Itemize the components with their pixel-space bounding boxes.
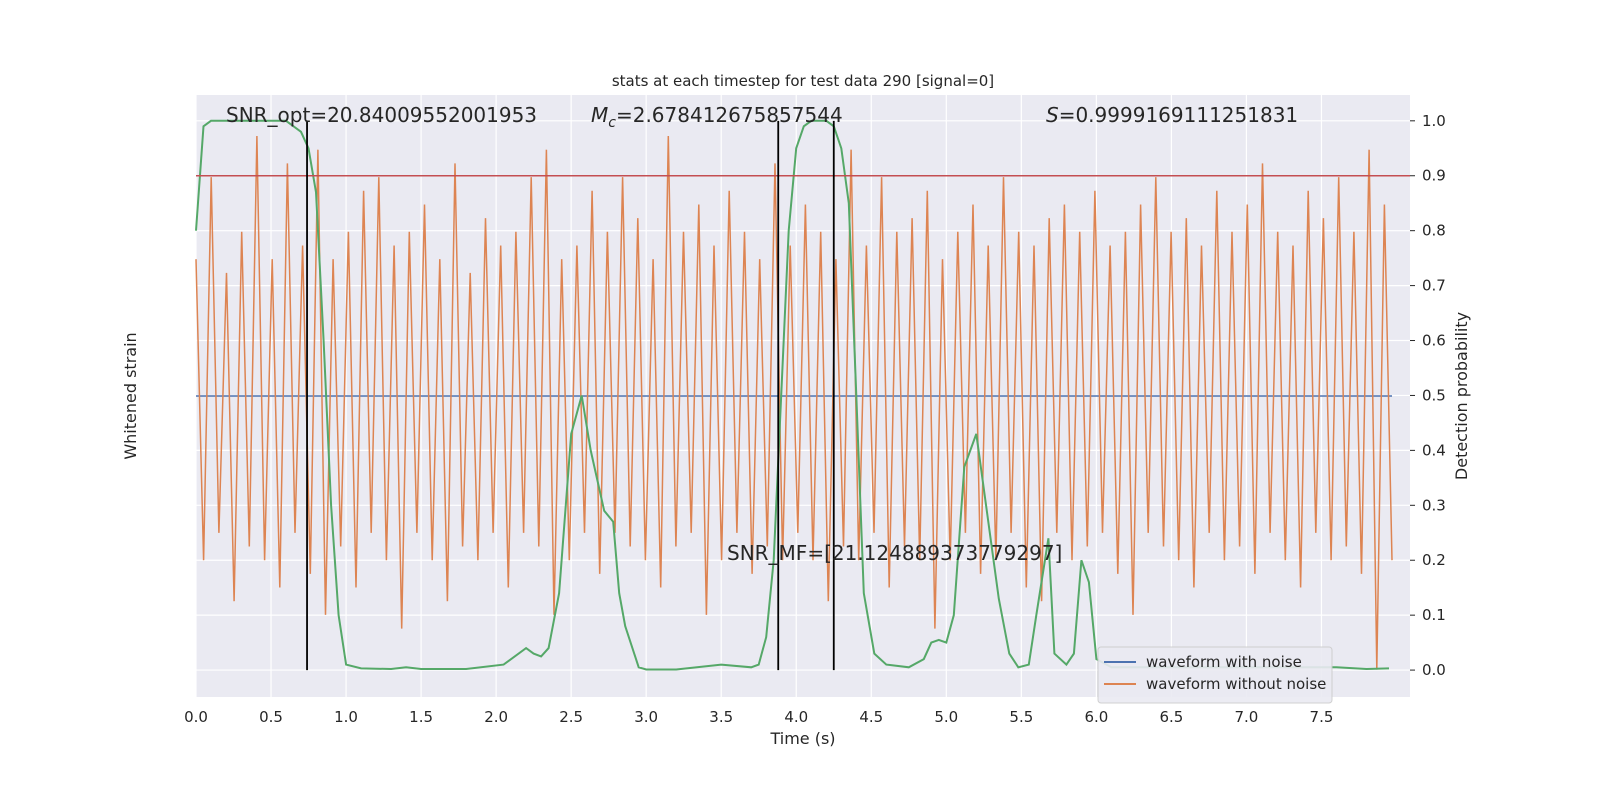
x-tick-label: 1.5 <box>409 708 433 726</box>
x-tick-label: 4.0 <box>784 708 808 726</box>
chart-title: stats at each timestep for test data 290… <box>612 72 994 90</box>
x-axis-label: Time (s) <box>769 729 835 748</box>
y2-tick-label: 0.0 <box>1422 661 1446 679</box>
x-tick-label: 5.0 <box>934 708 958 726</box>
annotation-text: =0.9999169111251831 <box>1059 103 1298 127</box>
legend-box <box>1097 646 1333 704</box>
annotation: S=0.9999169111251831 <box>1046 103 1298 127</box>
annotation: SNR_MF=[21.124889373779297] <box>727 541 1062 565</box>
x-tick-label: 0.5 <box>259 708 283 726</box>
x-tick-label: 0.0 <box>184 708 208 726</box>
legend-label: waveform without noise <box>1146 675 1326 693</box>
x-tick-label: 2.5 <box>559 708 583 726</box>
y2-tick-label: 0.4 <box>1422 441 1446 459</box>
y2-tick-label: 0.6 <box>1422 332 1446 350</box>
x-tick-label: 3.5 <box>709 708 733 726</box>
x-tick-label: 7.0 <box>1235 708 1259 726</box>
y2-tick-label: 0.3 <box>1422 496 1446 514</box>
annotation: SNR_opt=20.84009552001953 <box>226 103 537 127</box>
y-axis-label: Whitened strain <box>121 332 140 459</box>
annotation-symbol: M <box>591 103 608 127</box>
series-line <box>195 135 1393 670</box>
annotation-subscript: c <box>608 115 616 131</box>
legend-label: waveform with noise <box>1146 653 1302 671</box>
y2-tick-label: 0.9 <box>1422 167 1446 185</box>
y2-tick-label: 0.2 <box>1422 551 1446 569</box>
legend: waveform with noise waveform without nois… <box>1097 646 1333 704</box>
grid: 0.0 0.5 1.0 1.5 2.0 2.5 3.0 3.5 4.0 4.5 5.0 5.5 6.0 6… <box>184 95 1446 726</box>
x-tick-label: 2.0 <box>484 708 508 726</box>
annotation-symbol: S <box>1046 103 1059 127</box>
x-tick-label: 5.5 <box>1009 708 1033 726</box>
annotations: SNR_opt=20.84009552001953 Mc=2.678412675… <box>226 103 1298 565</box>
x-tick-label: 1.0 <box>334 708 358 726</box>
y2-tick-label: 0.1 <box>1422 606 1446 624</box>
x-tick-label: 6.5 <box>1159 708 1183 726</box>
y2-tick-label: 0.5 <box>1422 386 1446 404</box>
x-tick-label: 3.0 <box>634 708 658 726</box>
y2-tick-label: 0.7 <box>1422 277 1446 295</box>
x-tick-label: 6.0 <box>1084 708 1108 726</box>
x-tick-label: 7.5 <box>1310 708 1334 726</box>
x-tick-label: 4.5 <box>859 708 883 726</box>
marks <box>195 119 1410 671</box>
y2-tick-label: 0.8 <box>1422 222 1446 240</box>
y2-tick-label: 1.0 <box>1422 112 1446 130</box>
annotation-text: =2.678412675857544 <box>616 103 843 127</box>
y2-axis-label: Detection probability <box>1452 312 1471 480</box>
series-line <box>195 119 1390 671</box>
annotation: Mc=2.678412675857544 <box>591 103 843 131</box>
